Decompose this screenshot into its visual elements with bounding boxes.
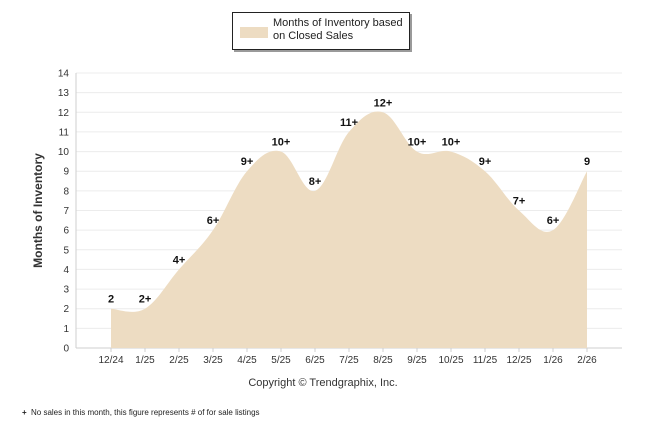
y-tick-label: 4 <box>63 265 69 276</box>
x-tick-label: 1/26 <box>543 355 563 366</box>
y-tick-label: 0 <box>63 344 69 355</box>
x-tick-label: 7/25 <box>339 355 359 366</box>
data-label: 9+ <box>241 156 254 168</box>
y-tick-label: 1 <box>63 324 69 335</box>
x-tick-label: 12/25 <box>506 355 531 366</box>
data-point <box>246 170 249 173</box>
x-tick-label: 10/25 <box>438 355 463 366</box>
data-point <box>382 111 385 114</box>
data-label: 9+ <box>479 156 492 168</box>
data-point <box>348 130 351 133</box>
data-point <box>552 229 555 232</box>
data-label: 2+ <box>139 294 152 306</box>
chart-legend: Months of Inventory based on Closed Sale… <box>232 12 410 50</box>
x-tick-label: 5/25 <box>271 355 291 366</box>
data-point <box>484 170 487 173</box>
data-label: 12+ <box>374 97 393 109</box>
x-tick-label: 3/25 <box>203 355 223 366</box>
y-tick-label: 11 <box>59 127 70 138</box>
y-tick-label: 9 <box>63 167 69 178</box>
y-tick-label: 3 <box>63 285 69 296</box>
footnote: + No sales in this month, this figure rep… <box>22 408 260 417</box>
y-tick-label: 2 <box>63 304 69 315</box>
x-tick-label: 6/25 <box>305 355 325 366</box>
data-label: 7+ <box>513 196 526 208</box>
x-tick-label: 1/25 <box>135 355 155 366</box>
data-label: 2 <box>108 294 114 306</box>
x-tick-label: 2/26 <box>577 355 597 366</box>
y-tick-label: 8 <box>63 186 69 197</box>
data-point <box>518 209 521 212</box>
data-label: 11+ <box>340 117 358 129</box>
legend-label: Months of Inventory based on Closed Sale… <box>273 17 403 42</box>
y-tick-label: 6 <box>63 226 69 237</box>
data-point <box>586 170 589 173</box>
data-point <box>450 150 453 153</box>
data-label: 9 <box>584 156 590 168</box>
x-tick-label: 2/25 <box>169 355 189 366</box>
y-tick-label: 14 <box>58 69 70 80</box>
data-point <box>314 189 317 192</box>
copyright-text: Copyright © Trendgraphix, Inc. <box>248 377 398 389</box>
y-tick-label: 13 <box>58 88 70 99</box>
legend-swatch <box>240 27 268 38</box>
x-tick-label: 12/24 <box>98 355 123 366</box>
x-tick-label: 8/25 <box>373 355 393 366</box>
data-label: 6+ <box>207 215 220 227</box>
data-point <box>144 307 147 310</box>
footnote-text: No sales in this month, this figure repr… <box>31 408 260 417</box>
data-label: 10+ <box>442 137 461 149</box>
y-tick-label: 10 <box>58 147 70 158</box>
data-label: 8+ <box>309 176 322 188</box>
x-tick-label: 4/25 <box>237 355 257 366</box>
data-point <box>178 268 181 271</box>
area-series <box>111 111 587 348</box>
y-tick-label: 7 <box>63 206 69 217</box>
y-tick-label: 12 <box>58 108 70 119</box>
footnote-marker: + <box>22 408 27 417</box>
data-point <box>212 229 215 232</box>
data-point <box>416 150 419 153</box>
data-label: 10+ <box>408 137 427 149</box>
data-label: 4+ <box>173 254 186 266</box>
y-axis-title: Months of Inventory <box>31 153 45 268</box>
data-point <box>110 307 113 310</box>
y-tick-label: 5 <box>63 245 69 256</box>
x-tick-label: 9/25 <box>407 355 427 366</box>
data-point <box>280 150 283 153</box>
data-label: 6+ <box>547 215 560 227</box>
data-label: 10+ <box>272 137 291 149</box>
x-tick-label: 11/25 <box>473 355 498 366</box>
